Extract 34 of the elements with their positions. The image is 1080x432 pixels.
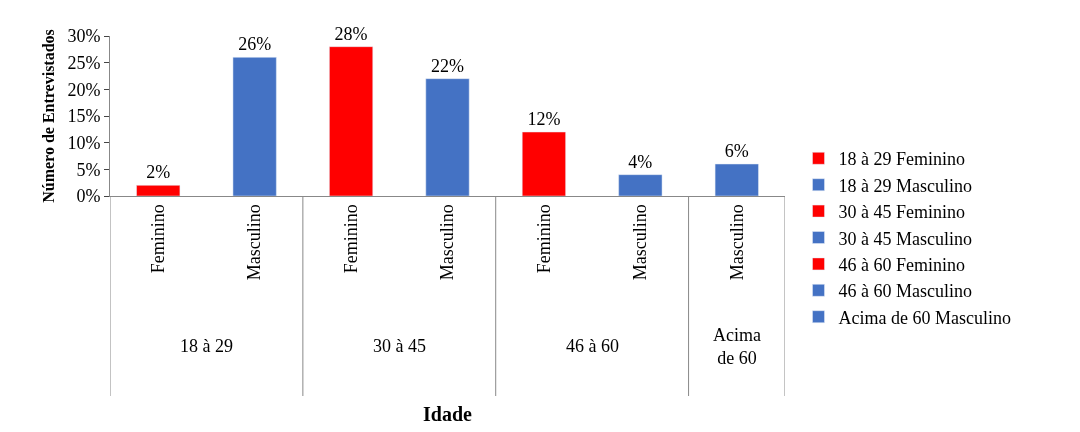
y-tick-label: 15% — [67, 106, 101, 127]
text: 30 à 45 — [373, 336, 426, 356]
legend-label: 46 à 60 Feminino — [838, 254, 965, 275]
data-label: 22% — [431, 55, 464, 76]
legend-label: 46 à 60 Masculino — [838, 281, 972, 302]
data-label: 12% — [527, 109, 561, 129]
y-tick-label: 30% — [67, 26, 101, 47]
y-tick-label: 20% — [67, 79, 101, 100]
legend-label: 18 à 29 Feminino — [838, 149, 965, 170]
text: Acima de 60 — [713, 325, 761, 369]
data-label: 6% — [724, 141, 749, 161]
legend-label: 30 à 45 Masculino — [838, 228, 972, 249]
legend-label: 30 à 45 Feminino — [838, 202, 965, 223]
y-tick-label: 25% — [67, 52, 101, 73]
y-tick-label: 5% — [76, 159, 101, 180]
text: Idade — [423, 403, 473, 425]
data-label: 4% — [628, 151, 653, 172]
y-tick-label: 10% — [67, 132, 101, 153]
x-tick-label: Masculino — [244, 204, 265, 281]
x-tick-label: Feminino — [148, 204, 169, 274]
data-label: 28% — [334, 23, 368, 44]
x-tick-label: Masculino — [726, 204, 747, 281]
data-label: 26% — [238, 34, 272, 55]
data-label: 2% — [146, 162, 171, 183]
legend-label: 18 à 29 Masculino — [838, 175, 972, 196]
legend-label: Acima de 60 Masculino — [838, 307, 1011, 328]
text: 46 à 60 — [566, 336, 619, 356]
y-axis-title: Número de Entrevistados — [40, 29, 58, 203]
y-tick-label: 0% — [76, 186, 101, 207]
x-tick-label: Masculino — [630, 204, 651, 281]
x-tick-label: Feminino — [340, 204, 361, 274]
text: 18 à 29 — [180, 336, 233, 356]
x-tick-label: Masculino — [437, 204, 458, 281]
x-tick-label: Feminino — [533, 204, 554, 274]
